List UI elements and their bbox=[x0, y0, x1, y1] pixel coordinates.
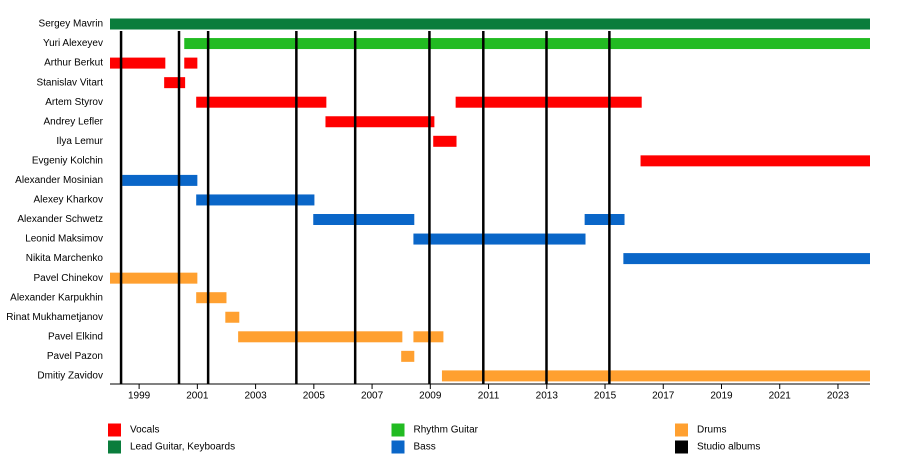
member-label: Stanislav Vitart bbox=[36, 77, 103, 88]
tenure-bar bbox=[640, 155, 870, 167]
tenure-bar bbox=[110, 18, 870, 30]
tenure-bar bbox=[196, 194, 315, 206]
member-label: Arthur Berkut bbox=[44, 58, 103, 69]
x-tick-label: 2003 bbox=[244, 391, 267, 402]
member-label: Ilya Lemur bbox=[56, 136, 103, 147]
tenure-bar bbox=[196, 292, 227, 304]
tenure-bar bbox=[441, 370, 870, 382]
legend-swatch bbox=[391, 423, 405, 437]
tenure-bar bbox=[122, 174, 198, 186]
legend-label: Lead Guitar, Keyboards bbox=[130, 442, 235, 453]
member-label: Artem Styrov bbox=[45, 97, 103, 108]
member-label: Alexey Kharkov bbox=[34, 195, 103, 206]
member-label: Rinat Mukhametjanov bbox=[6, 312, 103, 323]
x-tick-label: 1999 bbox=[128, 391, 151, 402]
x-tick-label: 2021 bbox=[769, 391, 792, 402]
member-label: Andrey Lefler bbox=[44, 116, 104, 127]
tenure-bar bbox=[325, 116, 435, 128]
x-tick-label: 2023 bbox=[827, 391, 850, 402]
member-label: Alexander Schwetz bbox=[17, 214, 103, 225]
member-label: Sergey Mavrin bbox=[39, 19, 103, 30]
member-label: Alexander Karpukhin bbox=[10, 292, 103, 303]
member-label: Leonid Maksimov bbox=[25, 234, 103, 245]
member-label: Dmitiy Zavidov bbox=[37, 371, 103, 382]
tenure-bar bbox=[584, 214, 625, 225]
tenure-bar bbox=[196, 96, 327, 108]
member-label: Pavel Elkind bbox=[48, 331, 103, 342]
tenure-bar bbox=[623, 253, 870, 265]
tenure-bar bbox=[455, 96, 642, 108]
member-label: Nikita Marchenko bbox=[26, 253, 104, 264]
legend-swatch bbox=[391, 440, 405, 454]
member-label: Evgeniy Kolchin bbox=[32, 155, 103, 166]
tenure-bar bbox=[433, 135, 457, 147]
member-label: Pavel Pazon bbox=[47, 351, 103, 362]
x-tick-label: 2017 bbox=[652, 391, 675, 402]
tenure-bar bbox=[238, 331, 403, 343]
x-tick-label: 2007 bbox=[361, 391, 384, 402]
member-label: Yuri Alexeyev bbox=[43, 38, 103, 49]
x-tick-label: 2001 bbox=[186, 391, 209, 402]
legend-swatch bbox=[108, 423, 121, 437]
tenure-bar bbox=[184, 38, 870, 50]
tenure-bar bbox=[225, 311, 240, 323]
x-tick-label: 2009 bbox=[419, 391, 442, 402]
legend-label: Rhythm Guitar bbox=[414, 425, 479, 436]
legend-swatch bbox=[675, 423, 688, 437]
legend-label: Studio albums bbox=[697, 442, 760, 453]
member-label: Pavel Chinekov bbox=[34, 273, 103, 284]
legend-label: Drums bbox=[697, 425, 726, 436]
tenure-bar bbox=[164, 77, 186, 89]
legend-label: Vocals bbox=[130, 425, 159, 436]
tenure-bar bbox=[313, 214, 415, 225]
tenure-bar bbox=[110, 272, 198, 284]
x-tick-label: 2013 bbox=[536, 391, 559, 402]
legend-swatch bbox=[675, 440, 688, 454]
tenure-bar bbox=[413, 233, 586, 245]
x-tick-label: 2015 bbox=[594, 391, 617, 402]
legend-label: Bass bbox=[414, 442, 436, 453]
legend-swatch bbox=[108, 440, 121, 454]
tenure-bar bbox=[184, 57, 198, 69]
x-tick-label: 2019 bbox=[710, 391, 733, 402]
tenure-bar bbox=[401, 350, 415, 362]
tenure-bar bbox=[110, 57, 166, 69]
x-tick-label: 2011 bbox=[478, 391, 500, 402]
x-tick-label: 2005 bbox=[303, 391, 326, 402]
member-label: Alexander Mosinian bbox=[15, 175, 103, 186]
